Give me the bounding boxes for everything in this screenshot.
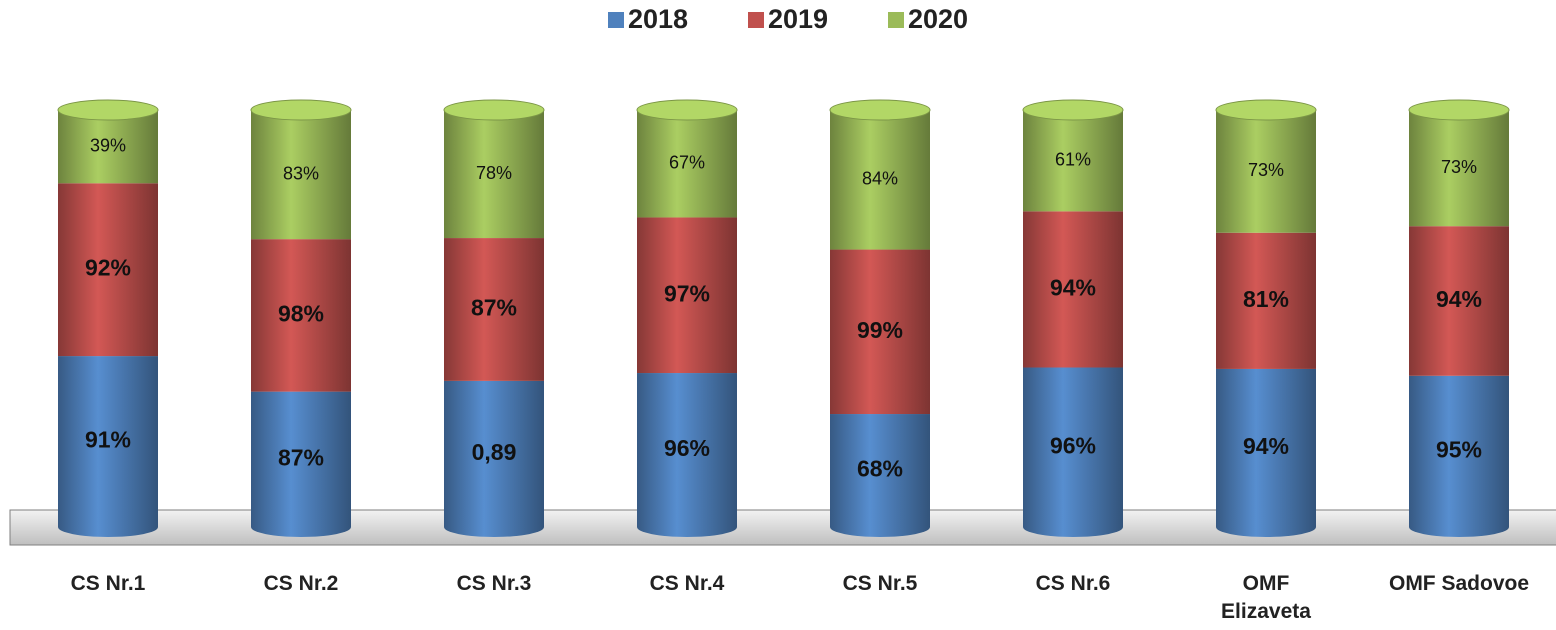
value-label: 87% [278, 444, 324, 470]
value-label: 95% [1436, 436, 1482, 462]
value-label: 91% [85, 427, 131, 453]
legend-swatch [748, 12, 764, 28]
value-label: 87% [471, 295, 517, 321]
value-label: 96% [664, 435, 710, 461]
x-tick-label: CS Nr.6 [993, 570, 1153, 598]
value-label: 96% [1050, 432, 1096, 458]
chart: 2018 2019 2020 91% 92% 39% 87% 98% 83% 0,89 87% 78%… [0, 0, 1556, 630]
value-label: 84% [862, 169, 898, 189]
x-tick-label: CS Nr.2 [221, 570, 381, 598]
value-label: 67% [669, 152, 705, 172]
value-label: 92% [85, 255, 131, 281]
value-label: 94% [1436, 286, 1482, 312]
x-tick-label: OMF Sadovoe [1379, 570, 1539, 598]
value-label: 94% [1243, 433, 1289, 459]
cylinder-top [1023, 100, 1123, 120]
x-tick-label: OMF Elizaveta [1206, 570, 1326, 626]
legend-label: 2019 [768, 4, 828, 34]
value-label: 73% [1441, 157, 1477, 177]
legend-swatch [608, 12, 624, 28]
value-label: 94% [1050, 275, 1096, 301]
value-label: 97% [664, 280, 710, 306]
value-label: 39% [90, 135, 126, 155]
value-label: 83% [283, 163, 319, 183]
value-label: 0,89 [472, 439, 517, 465]
value-label: 68% [857, 456, 903, 482]
cylinder-top [1409, 100, 1509, 120]
cylinder-top [637, 100, 737, 120]
value-label: 73% [1248, 160, 1284, 180]
legend-label: 2020 [908, 4, 968, 34]
cylinder-top [58, 100, 158, 120]
cylinder-top [251, 100, 351, 120]
x-tick-label: CS Nr.5 [800, 570, 960, 598]
cylinder-top [830, 100, 930, 120]
value-label: 81% [1243, 286, 1289, 312]
legend-swatch [888, 12, 904, 28]
x-tick-label: CS Nr.3 [414, 570, 574, 598]
floor [10, 510, 1556, 545]
page: {"chart_data": {"type": "stacked-cylinde… [0, 0, 1556, 630]
value-label: 99% [857, 317, 903, 343]
cylinder-top [444, 100, 544, 120]
x-tick-label: CS Nr.4 [607, 570, 767, 598]
value-label: 61% [1055, 149, 1091, 169]
x-tick-label: CS Nr.1 [28, 570, 188, 598]
cylinder-top [1216, 100, 1316, 120]
value-label: 78% [476, 163, 512, 183]
value-label: 98% [278, 300, 324, 326]
legend-label: 2018 [628, 4, 688, 34]
